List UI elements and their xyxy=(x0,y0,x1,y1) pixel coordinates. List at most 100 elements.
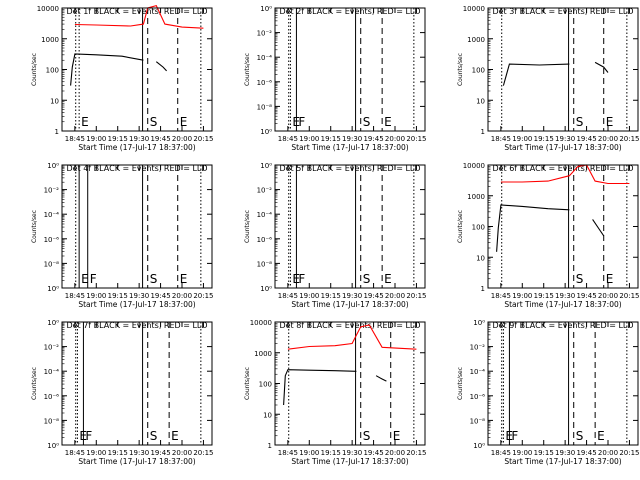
y-tick-label: 10⁻⁶ xyxy=(257,236,273,244)
y-tick-label: 10⁰ xyxy=(47,319,59,327)
y-tick-label: 10000 xyxy=(463,5,485,13)
marker-label: F xyxy=(85,429,92,443)
y-axis-label: Counts/sec xyxy=(31,53,38,86)
marker-label: S xyxy=(363,429,371,443)
x-tick-label: 19:00 xyxy=(86,449,106,457)
x-axis-label: Start Time (17-Jul-17 18:37:00) xyxy=(78,457,195,466)
series-line xyxy=(502,63,570,86)
marker-label: S xyxy=(576,429,584,443)
series-line xyxy=(287,324,417,350)
y-axis-label: Counts/sec xyxy=(457,210,464,243)
marker-label: F xyxy=(511,429,518,443)
marker-label: S xyxy=(576,272,584,286)
panel-title: Det 1f BLACK = Events, RED = LLD xyxy=(66,7,207,16)
y-tick-label: 100 xyxy=(472,67,485,75)
series-line xyxy=(70,53,144,86)
y-tick-label: 1 xyxy=(268,442,272,450)
y-tick-label: 10⁰ xyxy=(260,128,272,136)
marker-label: E xyxy=(384,115,392,129)
plot-frame xyxy=(274,164,426,289)
x-tick-label: 19:45 xyxy=(576,135,596,143)
detector-panel-6: Det 6f BLACK = Events, RED = LLD Counts/s… xyxy=(457,162,640,309)
y-tick-label: 10⁰ xyxy=(260,162,272,170)
x-tick-label: 19:15 xyxy=(108,135,128,143)
panel-title: Det 3f BLACK = Events, RED = LLD xyxy=(492,7,633,16)
y-tick-label: 10⁻² xyxy=(44,344,60,352)
x-tick-label: 19:15 xyxy=(534,292,554,300)
marker-label: S xyxy=(363,115,371,129)
x-tick-label: 19:00 xyxy=(86,292,106,300)
marker-label: E xyxy=(81,272,89,286)
y-axis-label: Counts/sec xyxy=(244,367,251,400)
y-axis-label: Counts/sec xyxy=(457,367,464,400)
x-tick-label: 19:00 xyxy=(299,449,319,457)
y-axis-label: Counts/sec xyxy=(457,53,464,86)
marker-label: F xyxy=(298,272,305,286)
x-tick-label: 19:15 xyxy=(108,449,128,457)
x-tick-label: 20:00 xyxy=(172,292,192,300)
y-tick-label: 10⁰ xyxy=(473,442,485,450)
x-tick-label: 19:15 xyxy=(321,135,341,143)
panel-title: Det 5f BLACK = Events, RED = LLD xyxy=(279,164,420,173)
x-axis-label: Start Time (17-Jul-17 18:37:00) xyxy=(78,300,195,309)
x-tick-label: 18:45 xyxy=(278,292,298,300)
y-tick-label: 10⁻² xyxy=(470,344,486,352)
x-tick-label: 19:45 xyxy=(363,292,383,300)
x-tick-label: 20:00 xyxy=(172,449,192,457)
x-axis-label: Start Time (17-Jul-17 18:37:00) xyxy=(504,457,621,466)
series-line xyxy=(155,61,168,72)
y-tick-label: 10 xyxy=(50,97,59,105)
detector-panel-3: Det 3f BLACK = Events, RED = LLD Counts/s… xyxy=(457,5,640,152)
x-tick-label: 20:15 xyxy=(193,292,213,300)
panel-title: Det 2f BLACK = Events, RED = LLD xyxy=(279,7,420,16)
y-tick-label: 1 xyxy=(481,285,485,293)
y-tick-label: 10⁻⁸ xyxy=(44,417,60,425)
y-tick-label: 1000 xyxy=(467,36,485,44)
x-tick-label: 19:00 xyxy=(86,135,106,143)
detector-panel-1: Det 1f BLACK = Events, RED = LLD Counts/s… xyxy=(31,4,214,152)
y-tick-label: 1000 xyxy=(467,193,485,201)
y-axis-label: Counts/sec xyxy=(244,53,251,86)
plot-frame xyxy=(61,7,213,132)
x-tick-label: 19:30 xyxy=(555,292,575,300)
x-axis-label: Start Time (17-Jul-17 18:37:00) xyxy=(78,143,195,152)
marker-label: E xyxy=(597,429,605,443)
y-tick-label: 10 xyxy=(476,254,485,262)
y-tick-label: 10 xyxy=(263,411,272,419)
y-tick-label: 10⁰ xyxy=(260,285,272,293)
series-line xyxy=(283,369,357,406)
marker-label: E xyxy=(180,272,188,286)
y-tick-label: 10⁰ xyxy=(473,319,485,327)
x-tick-label: 19:30 xyxy=(129,292,149,300)
marker-label: S xyxy=(150,272,158,286)
x-tick-label: 18:45 xyxy=(65,292,85,300)
x-tick-label: 19:30 xyxy=(129,449,149,457)
detector-panel-8: Det 8f BLACK = Events, RED = LLD Counts/s… xyxy=(244,319,427,466)
x-tick-label: 19:15 xyxy=(534,449,554,457)
y-tick-label: 10⁰ xyxy=(260,5,272,13)
marker-label: F xyxy=(90,272,97,286)
panel-title: Det 8f BLACK = Events, RED = LLD xyxy=(279,321,420,330)
y-tick-label: 10000 xyxy=(250,319,272,327)
plot-frame xyxy=(274,7,426,132)
y-tick-label: 1 xyxy=(55,128,59,136)
y-tick-label: 10⁻⁶ xyxy=(44,236,60,244)
y-axis-label: Counts/sec xyxy=(31,367,38,400)
x-tick-label: 19:15 xyxy=(321,292,341,300)
y-tick-label: 1000 xyxy=(254,350,272,358)
panel-title: Det 7f BLACK = Events, RED = LLD xyxy=(66,321,207,330)
detector-panel-9: Det 9f BLACK = Events, RED = LLD Counts/s… xyxy=(457,319,640,466)
y-tick-label: 10000 xyxy=(37,5,59,13)
x-tick-label: 19:00 xyxy=(299,292,319,300)
marker-label: E xyxy=(81,115,89,129)
x-tick-label: 20:00 xyxy=(385,135,405,143)
series-line xyxy=(592,219,605,237)
y-tick-label: 10000 xyxy=(463,162,485,170)
y-axis-label: Counts/sec xyxy=(31,210,38,243)
marker-label: S xyxy=(150,429,158,443)
plot-frame xyxy=(61,164,213,289)
y-tick-label: 10⁻⁴ xyxy=(470,368,486,376)
x-tick-label: 18:45 xyxy=(65,449,85,457)
plot-frame xyxy=(487,321,639,446)
